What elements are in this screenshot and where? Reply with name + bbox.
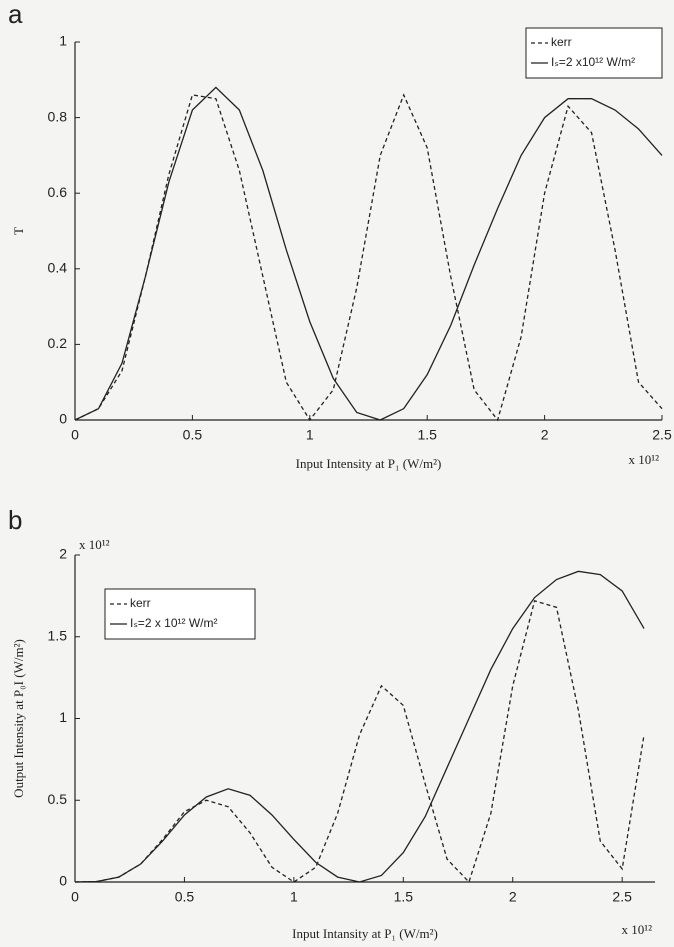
x-tick-label: 2.5 <box>612 889 632 905</box>
legend-label: kerr <box>551 35 572 49</box>
x-tick-label: 0 <box>71 427 79 443</box>
y-axis-label: T <box>11 227 26 235</box>
y-tick-label: 0 <box>59 873 67 889</box>
y-tick-label: 0.2 <box>48 335 68 351</box>
y-tick-label: 2 <box>59 546 67 562</box>
chart: a 0 0.5 1 1.5 2 2.5 0 0.2 0.4 0.6 0.8 1 Input Intensi… <box>8 0 672 471</box>
legend-label: Iₛ=2 x 10¹² W/m² <box>130 616 218 630</box>
y-tick-label: 0.5 <box>48 791 68 807</box>
y-tick-label: 0.6 <box>48 184 68 200</box>
x-tick-label: 1 <box>306 427 314 443</box>
y-tick-label: 1 <box>59 709 67 725</box>
x-exponent-label: x 10¹² <box>621 922 652 937</box>
y-exponent-label: x 10¹² <box>79 537 110 552</box>
data-line <box>74 599 645 884</box>
y-tick-label: 0.4 <box>48 260 68 276</box>
y-tick-label: 0.8 <box>48 108 68 124</box>
x-axis-label: Input Intansity at P₁ (W/m²) <box>292 926 438 941</box>
x-tick-label: 2 <box>509 889 517 905</box>
x-tick-label: 0.5 <box>175 889 195 905</box>
x-tick-label: 2 <box>541 427 549 443</box>
x-exponent-label: x 10¹² <box>628 452 659 467</box>
x-tick-label: 0.5 <box>183 427 203 443</box>
x-tick-label: 2.5 <box>652 427 672 443</box>
y-tick-label: 1.5 <box>48 627 68 643</box>
panel-label: a <box>8 0 23 29</box>
data-line <box>74 570 645 883</box>
data-line <box>74 93 663 422</box>
panel-label: b <box>8 505 22 535</box>
legend-box <box>104 588 256 640</box>
x-tick-label: 1.5 <box>394 889 414 905</box>
legend-label: kerr <box>130 596 151 610</box>
legend-label: Iₛ=2 x10¹² W/m² <box>551 55 635 69</box>
chart: b 0 0.5 1 1.5 2 2.5 0 0.5 1 1.5 2 Input Intansity at… <box>8 505 655 941</box>
x-tick-label: 1 <box>290 889 298 905</box>
legend-box <box>525 27 663 79</box>
x-axis-label: Input Intensity at P₁ (W/m²) <box>296 456 442 471</box>
y-tick-label: 0 <box>59 411 67 427</box>
data-line <box>74 86 663 421</box>
x-tick-label: 1.5 <box>417 427 437 443</box>
y-tick-label: 1 <box>59 33 67 49</box>
x-tick-label: 0 <box>71 889 79 905</box>
y-axis-label: Output Intensity at P₀I (W/m²) <box>11 639 26 798</box>
